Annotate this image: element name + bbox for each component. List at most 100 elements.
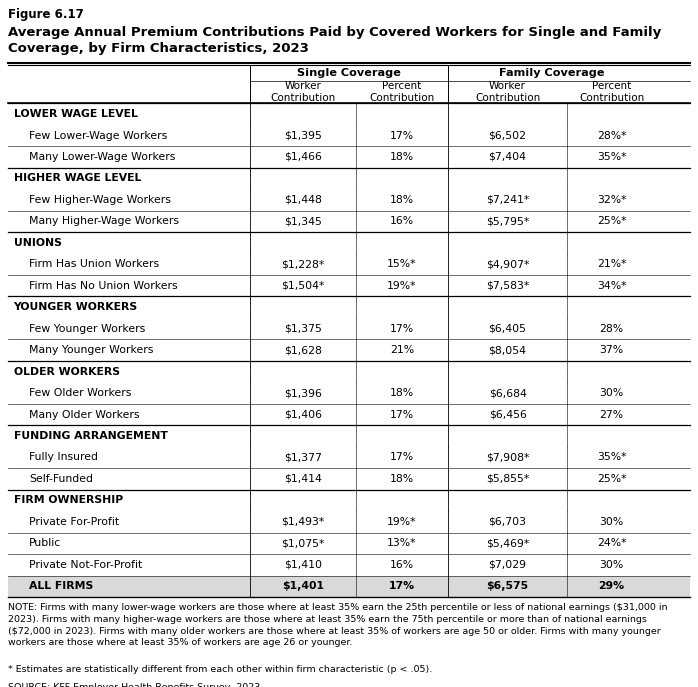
Text: 17%: 17% — [389, 131, 414, 141]
Text: 34%*: 34%* — [597, 281, 626, 291]
Text: $8,054: $8,054 — [489, 345, 526, 355]
Text: 18%: 18% — [389, 388, 414, 398]
Text: Many Older Workers: Many Older Workers — [29, 409, 140, 420]
Text: YOUNGER WORKERS: YOUNGER WORKERS — [13, 302, 138, 312]
Text: 28%*: 28%* — [597, 131, 626, 141]
Text: FUNDING ARRANGEMENT: FUNDING ARRANGEMENT — [13, 431, 168, 441]
Text: 17%: 17% — [389, 453, 414, 462]
Text: $1,448: $1,448 — [284, 195, 322, 205]
Text: Single Coverage: Single Coverage — [297, 68, 401, 78]
Text: Many Lower-Wage Workers: Many Lower-Wage Workers — [29, 152, 175, 162]
Text: Worker
Contribution: Worker Contribution — [475, 81, 540, 103]
Text: $6,703: $6,703 — [489, 517, 526, 527]
Text: NOTE: Firms with many lower-wage workers are those where at least 35% earn the 2: NOTE: Firms with many lower-wage workers… — [8, 603, 667, 647]
Text: $7,029: $7,029 — [489, 560, 526, 570]
Text: $1,466: $1,466 — [284, 152, 322, 162]
Text: 21%: 21% — [389, 345, 414, 355]
Text: $1,377: $1,377 — [284, 453, 322, 462]
Text: $1,228*: $1,228* — [281, 259, 325, 269]
Text: 17%: 17% — [389, 409, 414, 420]
Text: 25%*: 25%* — [597, 216, 626, 226]
Text: $1,396: $1,396 — [284, 388, 322, 398]
Text: 15%*: 15%* — [387, 259, 417, 269]
Text: $1,628: $1,628 — [284, 345, 322, 355]
FancyBboxPatch shape — [8, 576, 690, 597]
Text: 25%*: 25%* — [597, 474, 626, 484]
Text: 30%: 30% — [600, 517, 624, 527]
Text: LOWER WAGE LEVEL: LOWER WAGE LEVEL — [13, 109, 138, 119]
Text: $1,375: $1,375 — [284, 324, 322, 334]
Text: HIGHER WAGE LEVEL: HIGHER WAGE LEVEL — [13, 173, 141, 183]
Text: $6,575: $6,575 — [487, 581, 528, 592]
Text: $1,401: $1,401 — [282, 581, 324, 592]
Text: Private Not-For-Profit: Private Not-For-Profit — [29, 560, 142, 570]
Text: 18%: 18% — [389, 195, 414, 205]
Text: 18%: 18% — [389, 474, 414, 484]
Text: $5,855*: $5,855* — [486, 474, 529, 484]
Text: 17%: 17% — [389, 324, 414, 334]
Text: $6,456: $6,456 — [489, 409, 526, 420]
Text: 21%*: 21%* — [597, 259, 626, 269]
Text: UNIONS: UNIONS — [13, 238, 61, 248]
Text: 24%*: 24%* — [597, 539, 626, 548]
Text: Average Annual Premium Contributions Paid by Covered Workers for Single and Fami: Average Annual Premium Contributions Pai… — [8, 26, 661, 39]
Text: 16%: 16% — [389, 216, 414, 226]
Text: $4,907*: $4,907* — [486, 259, 529, 269]
Text: Firm Has Union Workers: Firm Has Union Workers — [29, 259, 159, 269]
Text: $6,502: $6,502 — [489, 131, 526, 141]
Text: Few Older Workers: Few Older Workers — [29, 388, 131, 398]
Text: Family Coverage: Family Coverage — [499, 68, 604, 78]
Text: $5,469*: $5,469* — [486, 539, 529, 548]
Text: $7,908*: $7,908* — [486, 453, 529, 462]
Text: OLDER WORKERS: OLDER WORKERS — [13, 367, 119, 376]
Text: Firm Has No Union Workers: Firm Has No Union Workers — [29, 281, 177, 291]
Text: 18%: 18% — [389, 152, 414, 162]
Text: Percent
Contribution: Percent Contribution — [369, 81, 434, 103]
Text: $7,404: $7,404 — [489, 152, 526, 162]
Text: $1,075*: $1,075* — [281, 539, 325, 548]
Text: $1,493*: $1,493* — [281, 517, 325, 527]
Text: Percent
Contribution: Percent Contribution — [579, 81, 644, 103]
Text: 27%: 27% — [600, 409, 623, 420]
Text: Self-Funded: Self-Funded — [29, 474, 93, 484]
Text: Few Younger Workers: Few Younger Workers — [29, 324, 145, 334]
Text: $6,684: $6,684 — [489, 388, 526, 398]
Text: 19%*: 19%* — [387, 281, 417, 291]
Text: * Estimates are statistically different from each other within firm characterist: * Estimates are statistically different … — [8, 665, 432, 674]
Text: 19%*: 19%* — [387, 517, 417, 527]
Text: Few Higher-Wage Workers: Few Higher-Wage Workers — [29, 195, 171, 205]
Text: $1,414: $1,414 — [284, 474, 322, 484]
Text: $1,410: $1,410 — [284, 560, 322, 570]
Text: Many Younger Workers: Many Younger Workers — [29, 345, 154, 355]
Text: 32%*: 32%* — [597, 195, 626, 205]
Text: Coverage, by Firm Characteristics, 2023: Coverage, by Firm Characteristics, 2023 — [8, 42, 309, 55]
Text: 28%: 28% — [600, 324, 623, 334]
Text: $1,395: $1,395 — [284, 131, 322, 141]
Text: 30%: 30% — [600, 388, 624, 398]
Text: 16%: 16% — [389, 560, 414, 570]
Text: 17%: 17% — [389, 581, 415, 592]
Text: Few Lower-Wage Workers: Few Lower-Wage Workers — [29, 131, 168, 141]
Text: Many Higher-Wage Workers: Many Higher-Wage Workers — [29, 216, 179, 226]
Text: 35%*: 35%* — [597, 453, 626, 462]
Text: Figure 6.17: Figure 6.17 — [8, 8, 84, 21]
Text: $1,406: $1,406 — [284, 409, 322, 420]
Text: 37%: 37% — [600, 345, 623, 355]
Text: $7,583*: $7,583* — [486, 281, 529, 291]
Text: 13%*: 13%* — [387, 539, 417, 548]
Text: ALL FIRMS: ALL FIRMS — [29, 581, 94, 592]
Text: $1,345: $1,345 — [284, 216, 322, 226]
Text: 30%: 30% — [600, 560, 624, 570]
Text: 35%*: 35%* — [597, 152, 626, 162]
Text: $1,504*: $1,504* — [281, 281, 325, 291]
Text: SOURCE: KFF Employer Health Benefits Survey, 2023: SOURCE: KFF Employer Health Benefits Sur… — [8, 683, 260, 687]
Text: $7,241*: $7,241* — [486, 195, 529, 205]
Text: Private For-Profit: Private For-Profit — [29, 517, 119, 527]
Text: Worker
Contribution: Worker Contribution — [270, 81, 336, 103]
Text: FIRM OWNERSHIP: FIRM OWNERSHIP — [13, 495, 123, 506]
Text: Public: Public — [29, 539, 61, 548]
Text: 29%: 29% — [598, 581, 625, 592]
Text: $6,405: $6,405 — [489, 324, 526, 334]
Text: Fully Insured: Fully Insured — [29, 453, 98, 462]
Text: $5,795*: $5,795* — [486, 216, 529, 226]
